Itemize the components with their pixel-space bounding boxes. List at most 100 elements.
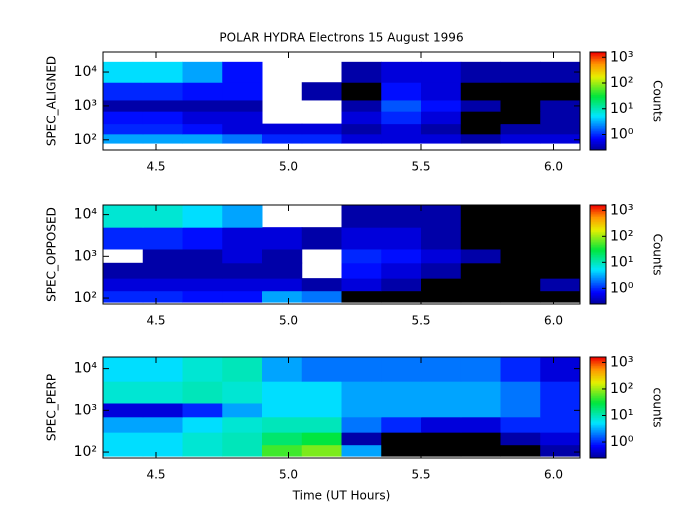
colorbar-step xyxy=(590,242,606,246)
colorbar-step xyxy=(590,399,606,402)
colorbar-step xyxy=(590,434,606,437)
colorbar-step xyxy=(590,99,606,102)
y-tick-label: 10³ xyxy=(74,248,97,264)
colorbar-step xyxy=(590,373,606,377)
cell xyxy=(381,99,422,112)
colorbar-step xyxy=(590,141,606,144)
cell xyxy=(182,227,223,250)
cell xyxy=(182,290,223,303)
cell xyxy=(381,111,422,125)
colorbar-step xyxy=(590,363,606,366)
cell xyxy=(222,133,263,144)
colorbar-step xyxy=(590,74,606,77)
cell xyxy=(103,205,144,228)
cell xyxy=(222,444,263,457)
cell xyxy=(182,402,223,418)
colorbar-step xyxy=(590,117,606,120)
cell xyxy=(421,262,462,279)
colorbar-step xyxy=(590,101,606,104)
cell xyxy=(421,248,462,264)
colorbar-step xyxy=(590,73,606,76)
cell xyxy=(421,402,462,418)
cell xyxy=(500,432,541,446)
cell xyxy=(142,278,183,292)
colorbar-step xyxy=(590,89,606,92)
plot-area xyxy=(103,205,580,303)
cell xyxy=(142,402,183,418)
colorbar-step xyxy=(590,128,606,131)
cell xyxy=(500,262,541,279)
colorbar-step xyxy=(590,87,606,91)
y-tick-label: 10³ xyxy=(74,402,97,418)
cell xyxy=(540,357,580,382)
cell xyxy=(341,381,382,404)
cell xyxy=(262,416,303,433)
cell xyxy=(500,278,541,292)
cell xyxy=(381,432,422,446)
colorbar-step xyxy=(590,400,606,403)
colorbar-step xyxy=(590,251,606,254)
colorbar-step xyxy=(590,282,606,285)
cell xyxy=(103,61,144,83)
colorbar-tick-label: 10¹ xyxy=(610,407,633,423)
colorbar-step xyxy=(590,390,606,393)
colorbar-step xyxy=(590,377,606,380)
cell xyxy=(341,99,382,112)
cell xyxy=(341,82,382,101)
cell xyxy=(460,205,501,228)
colorbar-step xyxy=(590,140,606,143)
colorbar-step xyxy=(590,114,606,117)
colorbar-step xyxy=(590,449,606,452)
colorbar-step xyxy=(590,439,606,442)
cell xyxy=(301,227,342,250)
cell xyxy=(103,357,144,382)
x-tick-label: 4.5 xyxy=(146,314,165,328)
cell xyxy=(103,381,144,404)
y-tick-label: 10³ xyxy=(74,98,97,114)
cell xyxy=(381,205,422,228)
chart-title: POLAR HYDRA Electrons 15 August 1996 xyxy=(219,31,463,45)
colorbar-tick-label: 10⁰ xyxy=(610,126,634,142)
cell xyxy=(301,82,342,101)
cell xyxy=(460,111,501,125)
cell xyxy=(341,133,382,144)
cell xyxy=(341,357,382,382)
colorbar-step xyxy=(590,61,606,64)
cell xyxy=(341,248,382,264)
x-tick-label: 5.5 xyxy=(411,314,430,328)
cell xyxy=(381,402,422,418)
colorbar-step xyxy=(590,241,606,244)
colorbar-step xyxy=(590,262,606,265)
cell xyxy=(500,248,541,264)
cell xyxy=(460,444,501,457)
cell xyxy=(421,381,462,404)
colorbar-step xyxy=(590,395,606,398)
cell xyxy=(142,82,183,101)
colorbar-step xyxy=(590,125,606,128)
cell xyxy=(421,82,462,101)
cell xyxy=(182,133,223,144)
cell xyxy=(103,82,144,101)
colorbar-step xyxy=(590,115,606,118)
x-tick-label: 5.0 xyxy=(279,468,298,482)
colorbar-label: Counts xyxy=(651,234,665,276)
cell xyxy=(262,381,303,404)
colorbar-frame xyxy=(589,356,607,459)
colorbar-step xyxy=(590,76,606,79)
cell xyxy=(381,248,422,264)
cell xyxy=(540,133,580,144)
cell xyxy=(540,402,580,418)
colorbar-step xyxy=(590,412,606,415)
cell xyxy=(540,227,580,250)
cell xyxy=(222,99,263,112)
colorbar-step xyxy=(590,292,606,295)
cell xyxy=(142,248,183,264)
colorbar-step xyxy=(590,280,606,284)
colorbar-step xyxy=(590,259,606,262)
colorbar-tick-label: 10² xyxy=(610,381,633,397)
colorbar-step xyxy=(590,133,606,136)
cell xyxy=(262,290,303,303)
cell xyxy=(421,416,462,433)
cell xyxy=(381,381,422,404)
cell xyxy=(182,82,223,101)
